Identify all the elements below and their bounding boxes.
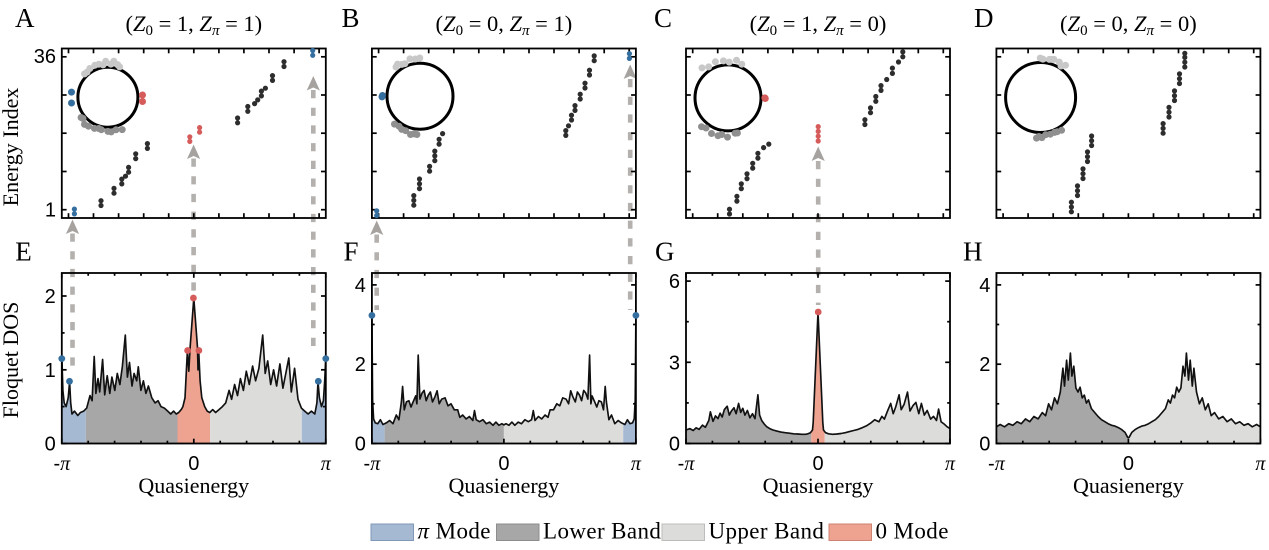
svg-text:2: 2 (45, 286, 56, 308)
svg-text:0: 0 (979, 434, 990, 456)
svg-text:0: 0 (1123, 453, 1134, 475)
svg-text:Quasienergy: Quasienergy (449, 473, 560, 498)
svg-text:Energy Index: Energy Index (0, 88, 23, 207)
svg-text:B: B (342, 3, 360, 33)
svg-text:-π: -π (988, 453, 1006, 475)
svg-text:C: C (654, 3, 672, 33)
svg-text:-π: -π (678, 453, 696, 475)
svg-text:0: 0 (45, 434, 56, 456)
svg-text:H: H (963, 236, 983, 266)
svg-text:0: 0 (498, 453, 509, 475)
svg-text:4: 4 (979, 275, 990, 297)
svg-text:2: 2 (979, 354, 990, 376)
svg-text:(Z0 = 1, Zπ = 1): (Z0 = 1, Zπ = 1) (125, 11, 262, 39)
svg-text:0: 0 (355, 434, 366, 456)
svg-text:0 Mode: 0 Mode (876, 519, 949, 544)
svg-text:-π: -π (53, 453, 71, 475)
svg-text:-π: -π (364, 453, 382, 475)
svg-text:Lower Band: Lower Band (543, 519, 661, 544)
svg-text:π: π (1255, 453, 1266, 475)
svg-text:(Z0 = 0, Zπ = 0): (Z0 = 0, Zπ = 0) (1060, 11, 1197, 39)
svg-text:36: 36 (34, 46, 56, 68)
svg-text:(Z0 = 0, Zπ = 1): (Z0 = 0, Zπ = 1) (436, 11, 573, 39)
svg-text:0: 0 (812, 453, 823, 475)
svg-text:Quasienergy: Quasienergy (763, 473, 874, 498)
svg-text:F: F (344, 236, 359, 266)
svg-text:4: 4 (355, 275, 366, 297)
svg-text:Quasienergy: Quasienergy (1073, 473, 1184, 498)
svg-text:(Z0 = 1, Zπ = 0): (Z0 = 1, Zπ = 0) (750, 11, 887, 39)
svg-text:π Mode: π Mode (418, 519, 491, 544)
svg-text:3: 3 (669, 352, 680, 374)
svg-text:Floquet DOS: Floquet DOS (0, 302, 23, 419)
svg-text:1: 1 (45, 200, 56, 222)
svg-text:6: 6 (669, 271, 680, 293)
svg-text:G: G (655, 236, 675, 266)
svg-text:0: 0 (188, 453, 199, 475)
svg-text:D: D (974, 3, 994, 33)
svg-text:Upper Band: Upper Band (709, 519, 825, 544)
svg-text:π: π (321, 453, 332, 475)
svg-text:π: π (631, 453, 642, 475)
svg-text:1: 1 (45, 360, 56, 382)
svg-text:A: A (15, 3, 35, 33)
svg-text:Quasienergy: Quasienergy (138, 473, 249, 498)
svg-text:E: E (15, 236, 32, 266)
svg-text:0: 0 (669, 434, 680, 456)
svg-text:π: π (945, 453, 956, 475)
svg-text:2: 2 (355, 354, 366, 376)
